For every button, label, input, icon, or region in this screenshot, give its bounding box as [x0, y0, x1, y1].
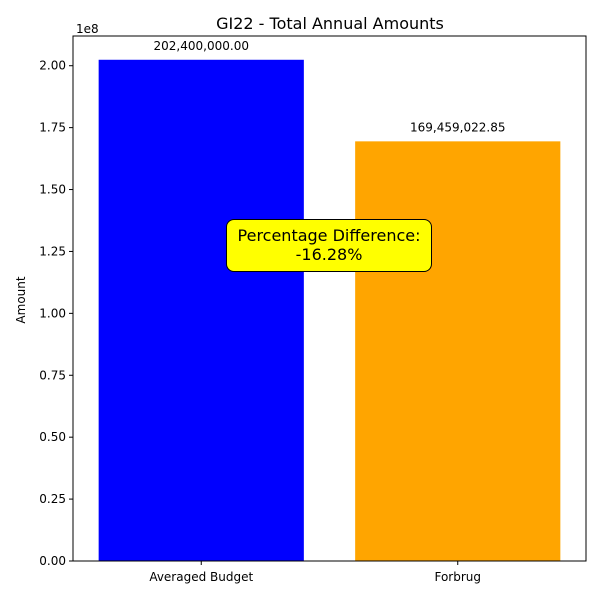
percentage-difference-annotation: Percentage Difference: -16.28% [226, 219, 432, 272]
plot-area-frame [72, 35, 587, 562]
bar-averaged-budget [98, 59, 304, 561]
y-axis-label: Amount [14, 276, 28, 323]
y-tick-label: 1.00 [39, 306, 66, 320]
annotation-line-1: Percentage Difference: [237, 226, 421, 245]
x-tick-label: Averaged Budget [149, 570, 253, 584]
y-tick-label: 0.75 [39, 368, 66, 382]
y-tick-label: 1.75 [39, 121, 66, 135]
bar-value-label: 169,459,022.85 [410, 120, 505, 134]
bars-layer: 202,400,000.00 169,459,022.85 [98, 39, 561, 561]
ticks-layer: Averaged Budget Forbrug 0.00 0.25 0.50 0.75 1.… [39, 59, 481, 584]
y-tick-label: 0.25 [39, 492, 66, 506]
y-tick-label: 1.50 [39, 183, 66, 197]
annotation-line-2: -16.28% [295, 245, 363, 264]
bar-forbrug [355, 141, 561, 561]
y-tick-label: 0.00 [39, 554, 66, 568]
y-tick-label: 0.50 [39, 430, 66, 444]
chart-title: GI22 - Total Annual Amounts [216, 14, 444, 33]
y-tick-label: 2.00 [39, 59, 66, 73]
x-tick-label: Forbrug [434, 570, 481, 584]
y-tick-label: 1.25 [39, 244, 66, 258]
bar-value-label: 202,400,000.00 [154, 39, 249, 53]
y-axis-scale-label: 1e8 [76, 22, 99, 36]
